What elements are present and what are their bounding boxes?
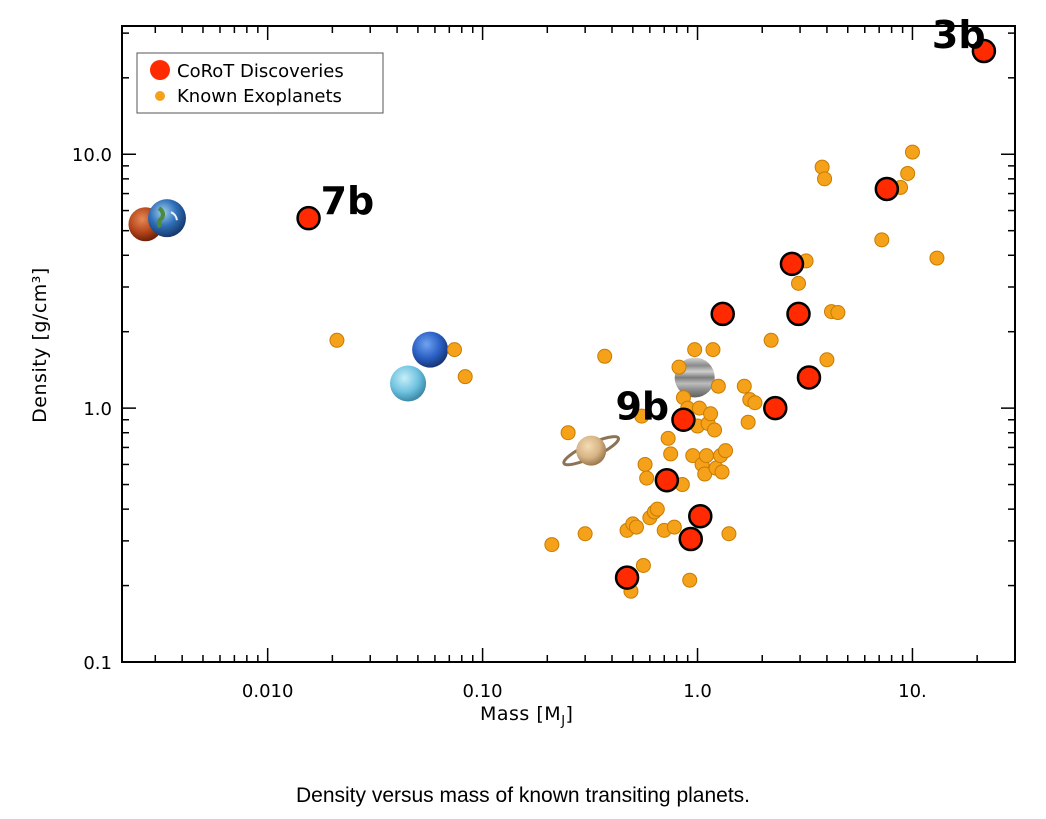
earth-icon (147, 199, 186, 238)
y-tick-label: 0.1 (83, 653, 112, 674)
earth-cloud (170, 211, 178, 221)
x-axis-label-text: Mass [M (480, 703, 562, 725)
known-point (904, 144, 920, 160)
axis-ticks (122, 26, 1016, 663)
figure-caption: Density versus mass of known transiting … (295, 784, 751, 807)
corot-discoveries-series (296, 38, 997, 590)
known-exoplanets-series (329, 144, 945, 599)
uranus-icon (390, 365, 427, 402)
corot-point (971, 38, 997, 64)
y-tick-label: 1.0 (83, 399, 112, 420)
neptune-icon (412, 331, 449, 368)
known-point (666, 519, 682, 535)
corot-point (678, 526, 704, 552)
y-axis-label: Density [g/cm³] (29, 267, 51, 423)
known-point (597, 348, 613, 364)
corot-point (688, 504, 713, 529)
known-point (329, 332, 345, 348)
known-point (791, 275, 807, 291)
known-point (817, 171, 833, 187)
reference-planets (128, 199, 715, 467)
known-point (446, 342, 462, 358)
known-point (560, 425, 576, 441)
known-point (929, 250, 945, 266)
corot-point (796, 365, 822, 390)
known-point (660, 430, 676, 446)
x-axis-label-close: ] (565, 703, 574, 725)
plot-area (121, 25, 1016, 663)
corot-point (296, 205, 321, 231)
corot-point (874, 176, 900, 202)
corot-point (614, 565, 640, 590)
known-point (634, 408, 650, 424)
known-point (718, 443, 734, 459)
known-point (628, 519, 644, 535)
known-point (819, 352, 835, 368)
x-tick-label: 10. (898, 681, 927, 702)
known-point (671, 359, 687, 375)
known-point (687, 342, 703, 358)
known-point (874, 232, 890, 248)
legend-corot-label: CoRoT Discoveries (177, 61, 344, 82)
known-point (639, 470, 655, 486)
corot-point (786, 301, 811, 327)
legend-corot-marker (150, 60, 170, 80)
known-point (705, 342, 721, 358)
known-point (635, 557, 651, 573)
known-point (714, 464, 730, 480)
x-axis-label-subscript: J (561, 713, 566, 729)
corot-point (671, 407, 696, 432)
known-point (637, 456, 653, 472)
planet-labels: 3b 7b 9b (321, 13, 986, 429)
known-point (457, 369, 473, 385)
y-tick-label: 10.0 (72, 145, 112, 166)
planet-label: 3b (932, 13, 986, 57)
legend-known-label: Known Exoplanets (177, 86, 342, 107)
corot-point (654, 467, 680, 493)
known-point (830, 305, 846, 321)
planet-label: 9b (615, 385, 669, 429)
tick-labels: 0.010 0.10 1.0 10. 0.1 1.0 10.0 (72, 145, 927, 702)
legend: CoRoT Discoveries Known Exoplanets (136, 52, 384, 114)
known-point (663, 446, 679, 462)
known-point (736, 378, 752, 394)
known-point (763, 332, 779, 348)
known-point (577, 526, 593, 542)
corot-point (710, 301, 735, 327)
x-tick-label: 0.10 (463, 681, 503, 702)
x-tick-label: 1.0 (683, 681, 712, 702)
known-point (682, 572, 698, 588)
saturn-icon (576, 435, 607, 466)
x-axis-label: Mass [MJ] (480, 703, 573, 729)
known-point (747, 395, 763, 411)
known-point (703, 406, 719, 422)
x-tick-label: 0.010 (242, 681, 294, 702)
known-point (707, 422, 723, 438)
legend-known-marker (155, 91, 165, 101)
corot-point (763, 395, 788, 421)
known-point (544, 537, 560, 553)
earth-continent (156, 206, 165, 229)
known-point (649, 501, 665, 517)
known-point (698, 448, 714, 464)
corot-point (779, 251, 805, 277)
planet-label: 7b (321, 179, 375, 223)
known-point (710, 378, 726, 394)
known-point (721, 526, 737, 542)
known-point (900, 165, 916, 181)
known-point (740, 414, 756, 430)
legend-box (136, 52, 384, 114)
